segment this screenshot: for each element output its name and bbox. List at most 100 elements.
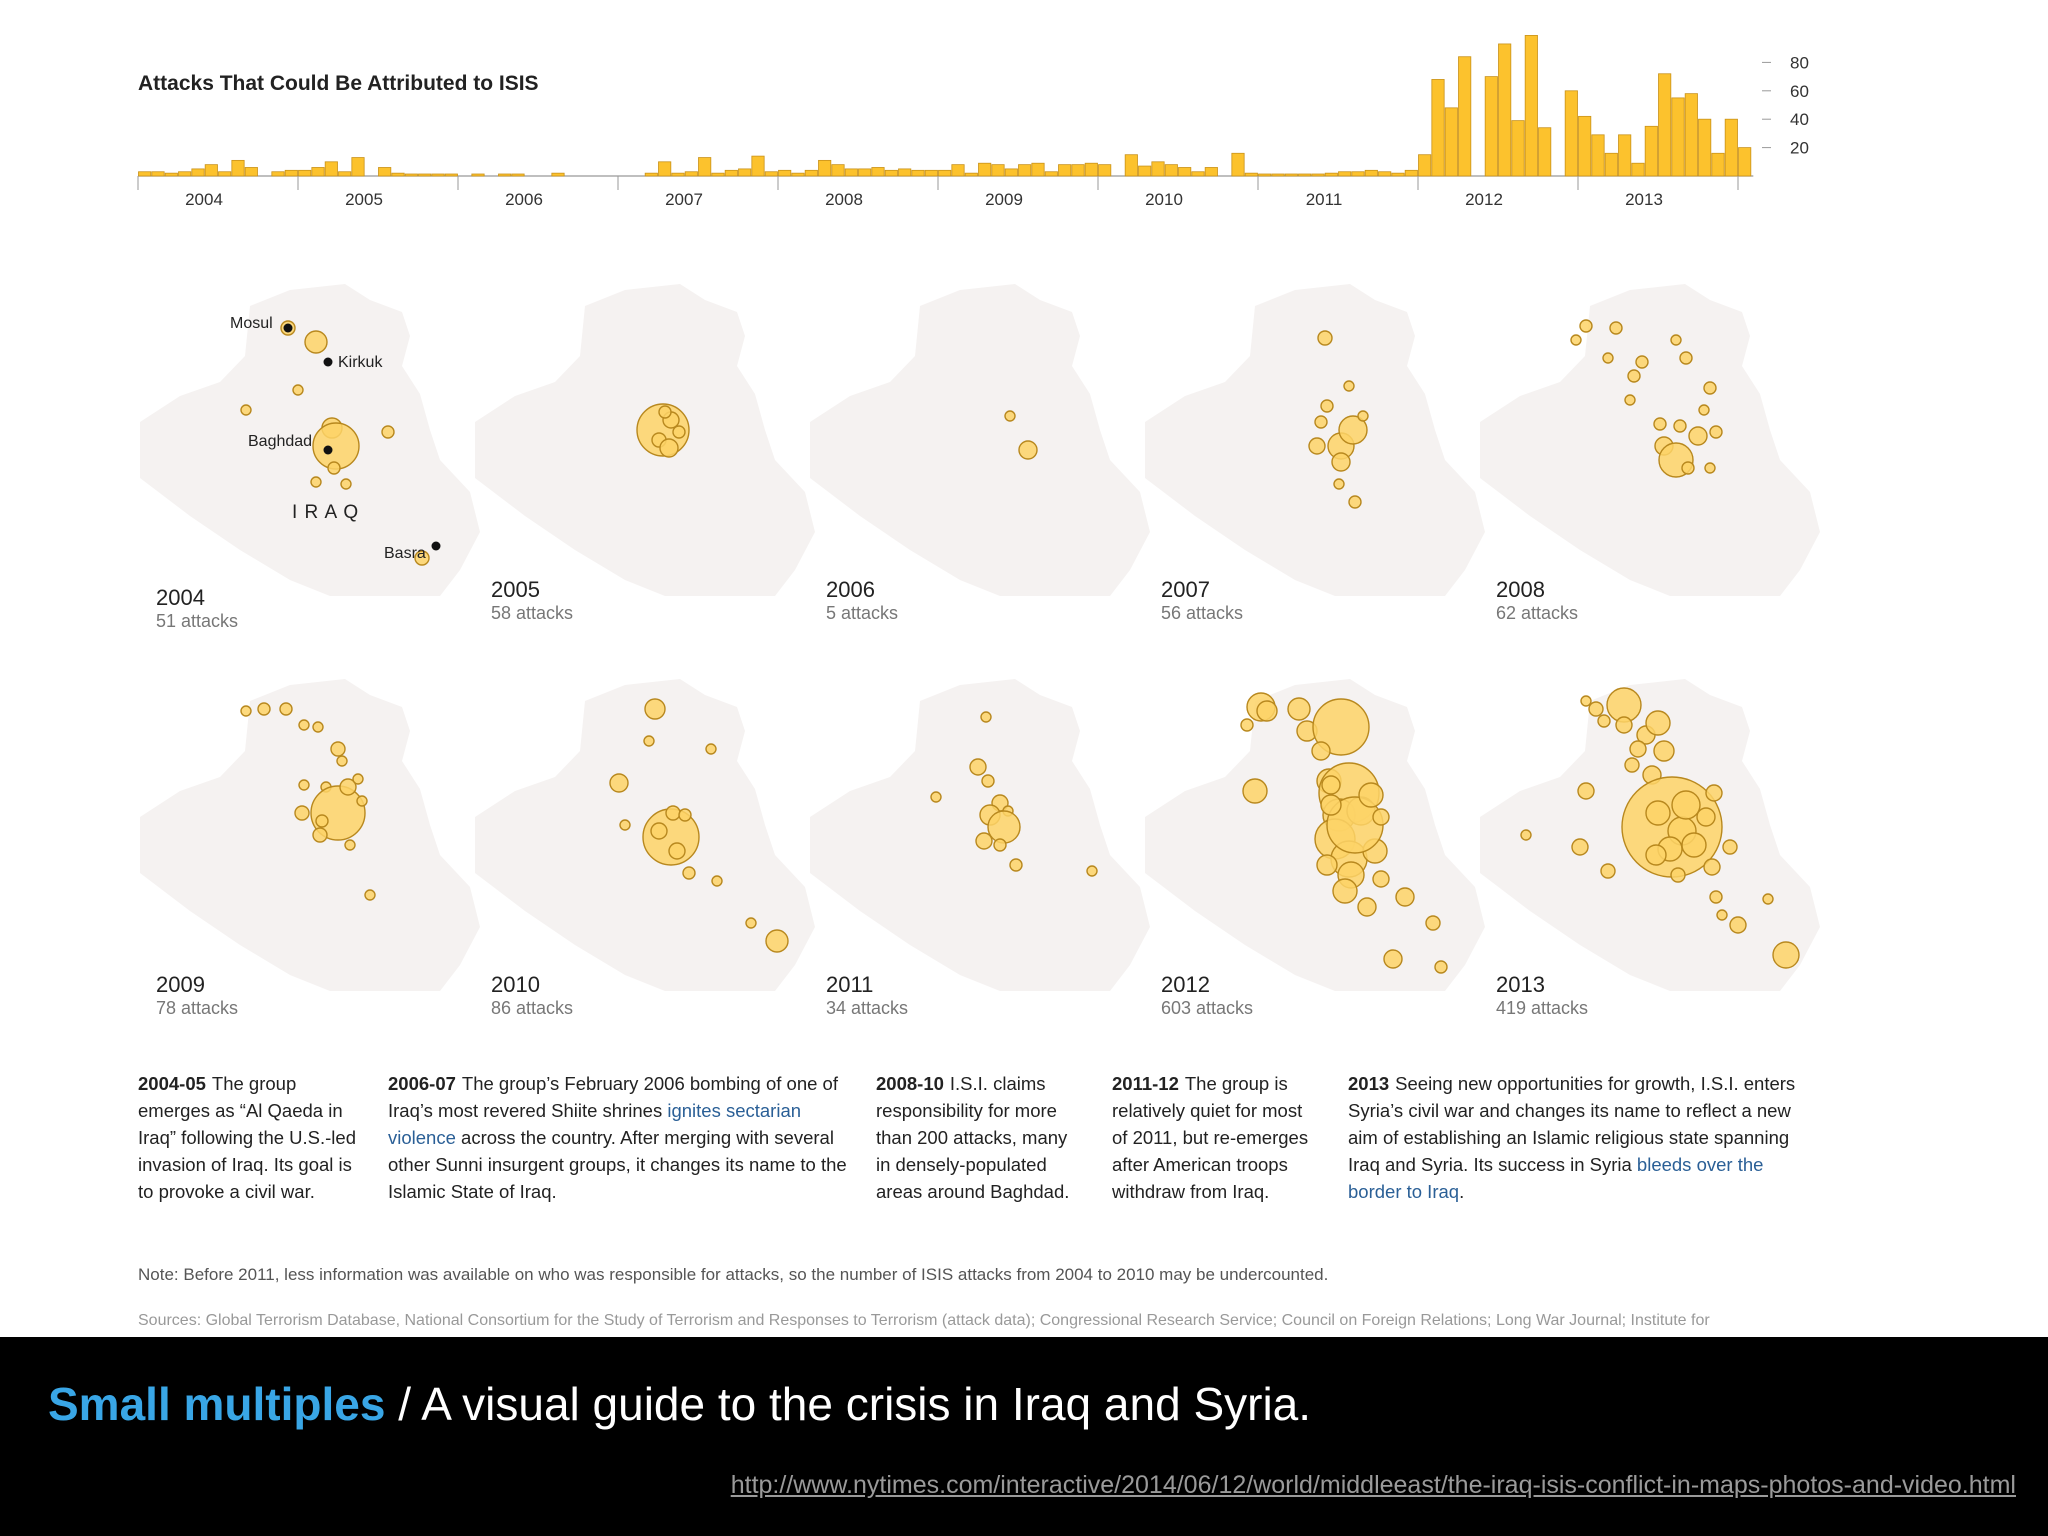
caption-2013: 2013 Seeing new opportunities for growth,… bbox=[1348, 1070, 1818, 1205]
attack-bubble bbox=[650, 822, 668, 840]
bar-month bbox=[378, 167, 392, 177]
attack-bubble bbox=[1395, 887, 1415, 907]
bar-month bbox=[1351, 171, 1365, 177]
x-tick-label: 2005 bbox=[345, 190, 383, 209]
attack-bubble bbox=[352, 773, 364, 785]
bar-month bbox=[924, 169, 938, 177]
y-tick-label: 40 bbox=[1790, 110, 1809, 129]
attack-bubble bbox=[1570, 334, 1582, 346]
bar-month bbox=[351, 157, 365, 177]
attack-bubble bbox=[1311, 741, 1331, 761]
bar-month bbox=[831, 164, 845, 177]
attack-bubble bbox=[1348, 495, 1362, 509]
attack-bubble bbox=[1357, 897, 1377, 917]
map-attack-count: 58 attacks bbox=[491, 603, 574, 623]
caption-heading: 2006-07 bbox=[388, 1073, 456, 1094]
x-tick-label: 2006 bbox=[505, 190, 543, 209]
attack-bubble bbox=[1624, 757, 1640, 773]
bar-month bbox=[551, 172, 565, 177]
city-dot bbox=[283, 323, 293, 333]
bar-month bbox=[1378, 171, 1392, 177]
bar-month bbox=[1511, 120, 1525, 177]
attack-bubble bbox=[1314, 415, 1328, 429]
bar-month bbox=[244, 167, 258, 177]
attack-bubble bbox=[298, 779, 310, 791]
bar-month bbox=[711, 172, 725, 177]
attack-bubble bbox=[1240, 718, 1254, 732]
city-label: Mosul bbox=[230, 315, 273, 332]
x-tick-label: 2010 bbox=[1145, 190, 1183, 209]
bar-month bbox=[1231, 152, 1245, 177]
attack-bubble bbox=[1580, 695, 1592, 707]
map-year: 2013 bbox=[1496, 972, 1545, 997]
attack-bubble bbox=[279, 702, 293, 716]
attack-bubble bbox=[1316, 854, 1338, 876]
bar-month bbox=[1178, 167, 1192, 177]
caption-text: . bbox=[1459, 1181, 1465, 1202]
bar-month bbox=[684, 171, 698, 177]
attack-bubble bbox=[330, 741, 346, 757]
attack-bubble bbox=[340, 478, 352, 490]
bar-month bbox=[311, 167, 325, 177]
ignites-sectarian-violence-link[interactable]: ignites sectarian violence bbox=[388, 1100, 802, 1148]
bar-month bbox=[431, 173, 445, 177]
attack-bubble bbox=[678, 808, 692, 822]
bar-month bbox=[1311, 173, 1325, 177]
attack-bubble bbox=[312, 721, 324, 733]
map-panel-2011 bbox=[810, 679, 1150, 991]
map-year: 2005 bbox=[491, 577, 540, 602]
attack-bubble bbox=[665, 805, 681, 821]
attack-bubble bbox=[310, 476, 322, 488]
bar-month bbox=[204, 164, 218, 177]
map-label-2009: 2009 78 attacks bbox=[156, 973, 238, 1019]
attack-bubble bbox=[672, 425, 686, 439]
attack-bubble bbox=[294, 805, 310, 821]
attack-bubble bbox=[643, 735, 655, 747]
map-label-2008: 2008 62 attacks bbox=[1496, 578, 1578, 624]
bar-month bbox=[938, 169, 952, 177]
map-year: 2010 bbox=[491, 972, 540, 997]
attack-bubble bbox=[1645, 800, 1671, 826]
bar-month bbox=[858, 168, 872, 177]
bar-month bbox=[1618, 134, 1632, 177]
map-attack-count: 603 attacks bbox=[1161, 998, 1254, 1018]
attack-bubble bbox=[1703, 381, 1717, 395]
attack-bubble bbox=[1600, 863, 1616, 879]
bar-month bbox=[1031, 162, 1045, 177]
bar-month bbox=[218, 171, 232, 177]
small-multiple-maps: Mosul Kirkuk Baghdad Basra I R A Q bbox=[140, 284, 1820, 991]
bar-chart: 2004 2005 2006 2007 2008 2009 2010 2011 2012 2013… bbox=[137, 35, 1809, 209]
caption-text: across the country. After merging with s… bbox=[388, 1127, 847, 1202]
bar-month bbox=[1724, 118, 1738, 177]
attack-bubble bbox=[1332, 878, 1358, 904]
bar-month bbox=[1338, 171, 1352, 177]
map-panel-2005 bbox=[475, 284, 815, 596]
bar-month bbox=[164, 172, 178, 177]
bleeds-over-border-link[interactable]: bleeds over the border to Iraq bbox=[1348, 1154, 1764, 1202]
attack-bubble bbox=[609, 773, 629, 793]
attack-bubble bbox=[1722, 839, 1738, 855]
bar-month bbox=[1164, 164, 1178, 177]
attack-bubble bbox=[1709, 890, 1723, 904]
bar-month bbox=[764, 171, 778, 177]
attack-bubble bbox=[1357, 410, 1369, 422]
bar-month bbox=[1564, 90, 1578, 177]
attack-bubble bbox=[1358, 782, 1384, 808]
attack-bubble bbox=[1671, 790, 1701, 820]
source-url-link[interactable]: http://www.nytimes.com/interactive/2014/… bbox=[730, 1471, 2016, 1499]
attack-bubble bbox=[1597, 714, 1611, 728]
attack-bubble bbox=[1571, 838, 1589, 856]
attack-bubble bbox=[668, 842, 686, 860]
bar-month bbox=[1698, 118, 1712, 177]
x-tick-label: 2007 bbox=[665, 190, 703, 209]
map-label-2011: 2011 34 attacks bbox=[826, 973, 908, 1019]
city-label: Basra bbox=[384, 545, 426, 562]
attack-bubble bbox=[1009, 858, 1023, 872]
attack-bubble bbox=[619, 819, 631, 831]
city-dot bbox=[323, 357, 333, 367]
attack-bubble bbox=[1312, 698, 1370, 756]
bar-month bbox=[1124, 154, 1138, 177]
attack-bubble bbox=[682, 866, 696, 880]
attack-bubble bbox=[1434, 960, 1448, 974]
map-label-2013: 2013 419 attacks bbox=[1496, 973, 1588, 1019]
